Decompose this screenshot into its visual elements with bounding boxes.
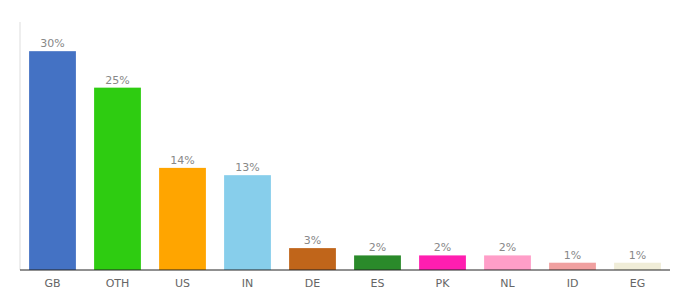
- x-tick-label: US: [175, 277, 190, 290]
- x-tick-label: PK: [436, 277, 451, 290]
- data-label: 1%: [564, 249, 581, 262]
- bar: [354, 255, 401, 270]
- bar: [159, 168, 206, 270]
- data-label: 1%: [629, 249, 646, 262]
- bar: [419, 255, 466, 270]
- x-tick-label: EG: [630, 277, 645, 290]
- x-tick-label: DE: [305, 277, 320, 290]
- x-tick-label: NL: [500, 277, 515, 290]
- data-label: 13%: [235, 161, 259, 174]
- y-axis-line: [20, 22, 21, 270]
- data-label: 14%: [170, 154, 194, 167]
- x-tick-label: OTH: [106, 277, 130, 290]
- data-label: 2%: [499, 241, 516, 254]
- data-label: 2%: [369, 241, 386, 254]
- chart: 30% 25% 14% 13% 3% 2% 2% 2% 1% 1% GB OTH US IN DE ES PK N…: [0, 0, 680, 300]
- bar: [484, 255, 531, 270]
- data-label: 3%: [304, 234, 321, 247]
- data-label: 25%: [105, 74, 129, 87]
- bars: [29, 51, 661, 270]
- x-tick-label: IN: [242, 277, 253, 290]
- data-label: 30%: [40, 37, 64, 50]
- bar: [549, 263, 596, 270]
- x-tick-label: ES: [371, 277, 385, 290]
- bar: [614, 263, 661, 270]
- bar: [94, 88, 141, 270]
- bar: [289, 248, 336, 270]
- x-tick-label: GB: [44, 277, 60, 290]
- data-label: 2%: [434, 241, 451, 254]
- x-tick-label: ID: [567, 277, 579, 290]
- chart-container: 30% 25% 14% 13% 3% 2% 2% 2% 1% 1% GB OTH US IN DE ES PK N…: [0, 0, 680, 300]
- bar: [224, 175, 271, 270]
- x-axis-line: [20, 270, 670, 271]
- bar: [29, 51, 76, 270]
